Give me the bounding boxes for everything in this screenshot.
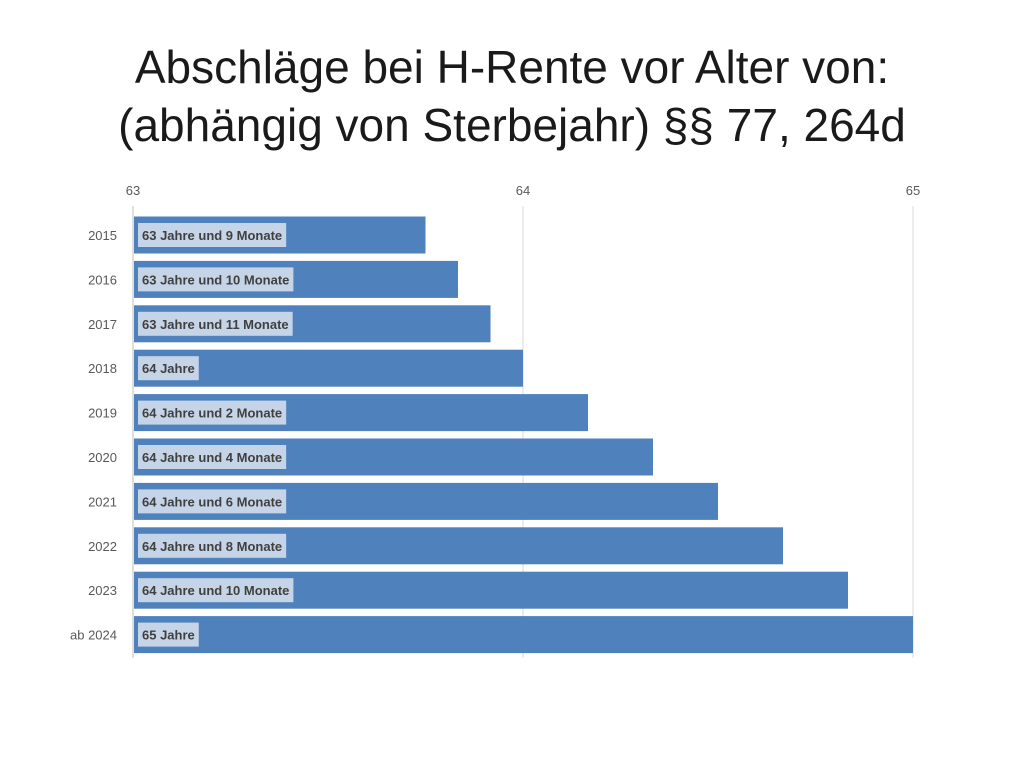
- bar: [134, 616, 913, 654]
- data-label-box: [138, 533, 287, 558]
- data-label: 64 Jahre und 10 Monate: [138, 578, 294, 603]
- slide-title: Abschläge bei H-Rente vor Alter von: (ab…: [0, 38, 1024, 154]
- data-label-text: 64 Jahre und 8 Monate: [142, 539, 282, 554]
- x-tick-label: 64: [516, 183, 530, 198]
- data-label-box: [138, 356, 199, 381]
- category-label: ab 2024: [70, 628, 117, 643]
- data-label: 63 Jahre und 11 Monate: [138, 311, 293, 336]
- bar: [134, 349, 523, 387]
- data-label: 64 Jahre und 8 Monate: [138, 533, 287, 558]
- x-tick-label: 65: [906, 183, 920, 198]
- data-label: 65 Jahre: [138, 622, 199, 647]
- slide-title-line-2: (abhängig von Sterbejahr) §§ 77, 264d: [118, 99, 906, 151]
- data-label-text: 64 Jahre: [142, 361, 195, 376]
- data-label: 63 Jahre und 9 Monate: [138, 223, 287, 247]
- data-label-text: 64 Jahre und 2 Monate: [142, 406, 282, 421]
- data-label: 63 Jahre und 10 Monate: [138, 267, 294, 292]
- data-label: 64 Jahre und 2 Monate: [138, 400, 287, 425]
- category-label: 2017: [88, 317, 117, 332]
- category-label: 2015: [88, 228, 117, 243]
- data-label: 64 Jahre: [138, 356, 199, 381]
- category-label: 2018: [88, 361, 117, 376]
- data-label-box: [138, 578, 294, 603]
- data-label: 64 Jahre und 4 Monate: [138, 445, 287, 469]
- data-label-text: 64 Jahre und 6 Monate: [142, 494, 282, 509]
- data-label-box: [138, 311, 293, 336]
- x-tick-label: 63: [126, 183, 140, 198]
- category-label: 2020: [88, 450, 117, 465]
- data-label-box: [138, 445, 287, 469]
- data-label-text: 63 Jahre und 11 Monate: [142, 317, 289, 332]
- data-label-box: [138, 489, 287, 514]
- category-label: 2019: [88, 406, 117, 421]
- data-label-text: 63 Jahre und 10 Monate: [142, 272, 289, 287]
- slide-title-line-1: Abschläge bei H-Rente vor Alter von:: [134, 41, 890, 93]
- category-label: 2016: [88, 272, 117, 287]
- category-label: 2022: [88, 539, 117, 554]
- category-label: 2021: [88, 494, 117, 509]
- category-label: 2023: [88, 583, 117, 598]
- data-label-box: [138, 267, 294, 292]
- data-label-text: 63 Jahre und 9 Monate: [142, 228, 282, 243]
- data-label-box: [138, 622, 199, 647]
- data-label-text: 64 Jahre und 10 Monate: [142, 583, 289, 598]
- data-label-box: [138, 400, 287, 425]
- data-label-box: [138, 223, 287, 247]
- data-label: 64 Jahre und 6 Monate: [138, 489, 287, 514]
- data-label-text: 64 Jahre und 4 Monate: [142, 450, 282, 465]
- data-label-text: 65 Jahre: [142, 628, 195, 643]
